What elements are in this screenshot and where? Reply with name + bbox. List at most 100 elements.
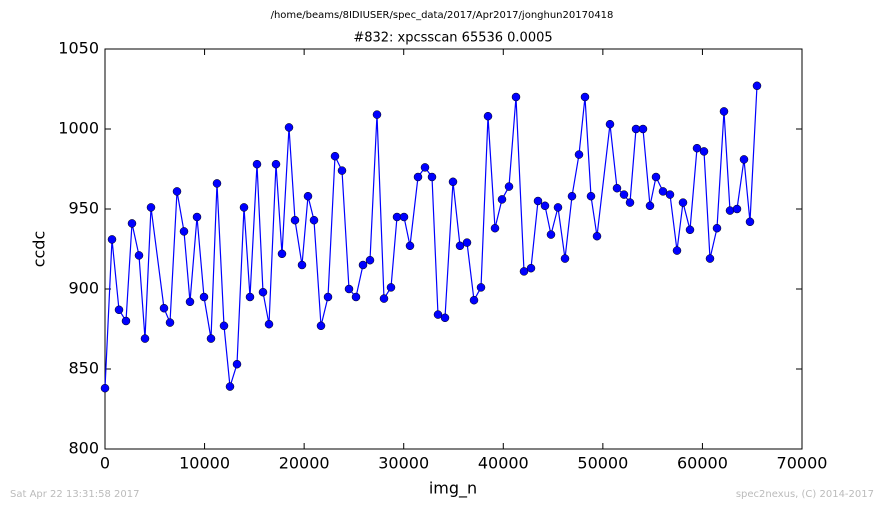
data-point [745,217,755,227]
x-axis-label: img_n [429,479,477,499]
y-axis-label: ccdc [30,231,49,268]
data-point [100,383,110,393]
data-point [719,107,729,116]
data-point [692,143,702,153]
data-point [476,283,486,292]
data-point [358,260,368,270]
chart-title: #832: xpcsscan 65536 0.0005 [353,31,552,46]
y-tick-label: 1050 [58,39,99,58]
data-point [739,155,749,164]
data-point [658,187,668,196]
data-point [172,187,182,196]
data-point [413,172,423,182]
data-point [448,177,458,187]
x-tick-label: 30000 [378,454,429,473]
data-point [258,287,268,297]
x-tick-label: 50000 [577,454,628,473]
data-point [619,190,629,199]
data-point [427,172,437,182]
header-path: /home/beams/8IDIUSER/spec_data/2017/Apr2… [271,10,614,21]
data-point [264,319,274,329]
data-point [159,303,169,313]
data-point [185,297,195,307]
data-point [127,219,137,228]
data-point [567,191,577,201]
y-tick-label: 900 [68,279,99,298]
y-tick-label: 1000 [58,119,99,138]
data-point [309,215,319,225]
data-line [104,85,758,389]
x-tick-label: 10000 [179,454,230,473]
data-point [752,81,762,91]
data-point [140,334,150,343]
data-point [284,123,294,132]
data-point [469,295,479,305]
y-tick-label: 850 [68,359,99,378]
data-point [586,191,596,201]
data-point [553,203,563,212]
data-point [303,191,313,201]
data-point [497,195,507,204]
data-point [114,305,124,315]
plot-frame [104,48,803,450]
data-point [330,151,340,161]
data-point [511,92,521,102]
data-point [462,238,472,247]
data-point [732,204,742,214]
data-point [420,163,430,172]
y-tick-label: 950 [68,199,99,218]
data-point [386,283,396,292]
data-point [206,334,216,343]
data-point [199,292,209,302]
data-point [433,310,443,319]
data-point [239,203,249,212]
data-point [678,198,688,207]
data-point [316,321,326,331]
data-point [592,231,602,241]
x-tick-label: 70000 [777,454,828,473]
data-point [271,159,281,169]
data-point [290,215,300,225]
data-point [504,182,514,191]
data-point [540,201,550,211]
data-point [665,190,675,199]
x-tick-label: 40000 [478,454,529,473]
data-point [490,223,500,233]
data-point [526,263,536,273]
data-point [351,292,361,302]
data-point [372,110,382,119]
data-point [225,382,235,391]
data-point [219,321,229,331]
data-point [712,223,722,233]
y-tick-label: 800 [68,439,99,458]
x-tick-label: 0 [100,454,110,473]
data-point [651,172,661,182]
data-point [560,254,570,263]
data-point [146,203,156,212]
data-point [725,206,735,215]
footer-credit: spec2nexus, (C) 2014-2017 [736,489,874,500]
data-point [212,179,222,188]
data-point [245,292,255,302]
data-point [252,159,262,169]
data-point [440,313,450,323]
data-point [483,111,493,121]
data-point [405,241,415,251]
data-point [232,359,242,369]
data-point [277,249,287,259]
data-point [399,212,409,222]
data-point [365,255,375,265]
data-point [121,316,131,326]
x-tick-label: 20000 [279,454,330,473]
footer-date: Sat Apr 22 13:31:58 2017 [10,489,140,500]
data-point [625,198,635,207]
data-point [612,183,622,193]
data-point [323,292,333,302]
data-point [580,92,590,102]
data-point [685,225,695,235]
data-point [546,230,556,239]
data-point [699,147,709,156]
data-point [672,246,682,255]
data-point [533,196,543,206]
